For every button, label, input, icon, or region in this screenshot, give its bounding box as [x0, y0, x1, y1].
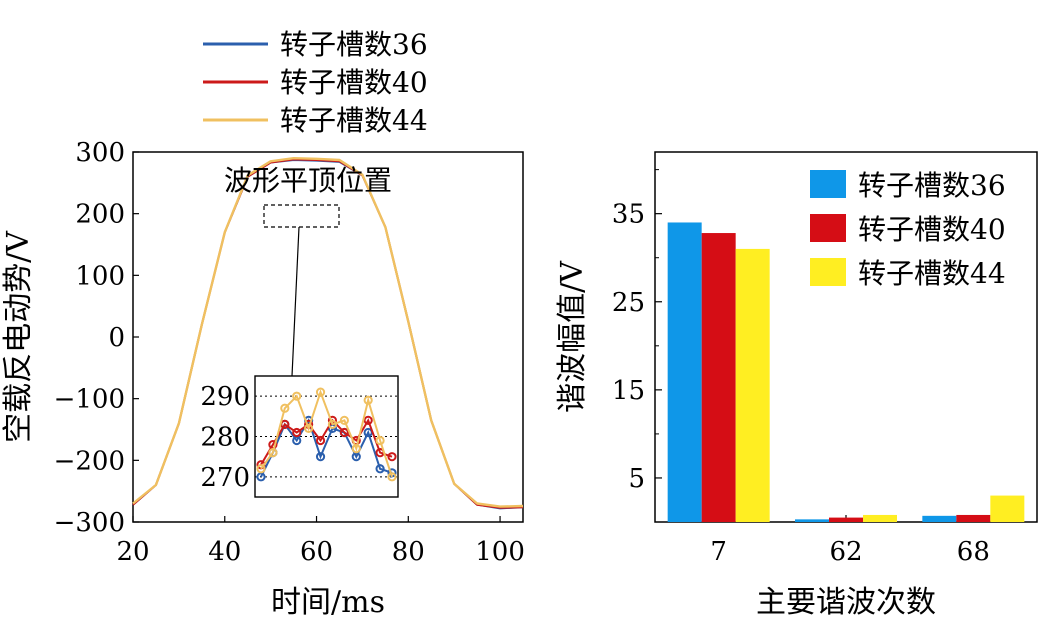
inset-point — [351, 444, 361, 454]
left-y-axis-label: 空载反电动势/V — [1, 230, 36, 443]
y-tick-label: −200 — [54, 446, 125, 476]
left-legend: 转子槽数36 转子槽数40 转子槽数44 — [203, 28, 428, 137]
y-tick-label: 5 — [628, 464, 645, 494]
inset-pointer-line — [291, 226, 300, 377]
inset-point — [387, 452, 397, 462]
inset-point — [256, 464, 266, 474]
inset-point — [339, 415, 349, 425]
legend-label-1: 转子槽数36 — [858, 169, 1006, 202]
right-y-axis-label: 谐波幅值/V — [555, 260, 590, 413]
bar-62-series-1 — [795, 519, 829, 522]
right-bars — [667, 222, 1025, 523]
x-tick-label: 60 — [300, 537, 333, 567]
y-tick-label: 0 — [108, 323, 125, 353]
inset-point — [315, 387, 326, 397]
legend-label-2: 转子槽数40 — [280, 66, 428, 99]
inset-point — [268, 448, 278, 458]
bar-68-series-1 — [922, 515, 957, 522]
legend-label-2: 转子槽数40 — [858, 213, 1006, 246]
inset-point — [292, 391, 302, 401]
inset-series-line-3 — [260, 389, 393, 478]
inset-point — [315, 435, 326, 446]
bar-68-series-2 — [956, 514, 991, 522]
left-series-lines — [132, 156, 524, 510]
y-tick-label: 15 — [612, 376, 645, 406]
bar-7-series-2 — [701, 233, 736, 523]
x-tick-label: 40 — [208, 537, 241, 567]
inset-point — [375, 435, 385, 446]
right-chart: 5 15 25 35 7 62 68 转子槽数36 转子槽数40 转子槽数44 主要谐波次数 谐… — [555, 151, 1038, 619]
y-tick-label: 25 — [612, 288, 645, 318]
right-axis-ticks: 5 15 25 35 7 62 68 — [612, 169, 990, 567]
y-tick-label: −300 — [54, 508, 125, 538]
inset-point — [339, 427, 349, 438]
inset-y-tick-label: 290 — [200, 382, 250, 412]
left-axis-ticks: 20 40 60 80 100 −300 −200 −100 0 100 200 300 — [54, 138, 525, 567]
x-tick-label: 20 — [116, 537, 149, 567]
inset-point — [363, 415, 373, 425]
bar-62-series-2 — [829, 517, 863, 522]
y-tick-label: −100 — [54, 385, 125, 415]
y-tick-label: 200 — [75, 200, 125, 230]
inset-point — [363, 395, 373, 405]
inset-zoom: 270 280 290 — [200, 375, 399, 498]
series-line-3 — [132, 156, 524, 508]
right-legend: 转子槽数36 转子槽数40 转子槽数44 — [810, 169, 1006, 290]
legend-swatch-1 — [810, 170, 846, 198]
legend-label-3: 转子槽数44 — [858, 257, 1006, 290]
legend-label-3: 转子槽数44 — [280, 104, 428, 137]
legend-swatch-3 — [810, 258, 846, 286]
bar-7-series-1 — [667, 222, 702, 522]
x-tick-label: 7 — [710, 537, 727, 567]
x-tick-label: 100 — [475, 537, 525, 567]
x-tick-label: 68 — [957, 537, 990, 567]
legend-label-1: 转子槽数36 — [280, 28, 428, 61]
right-x-axis-label: 主要谐波次数 — [756, 585, 936, 619]
bar-62-series-3 — [863, 514, 897, 522]
inset-point — [304, 423, 314, 434]
inset-point — [315, 452, 326, 462]
inset-point — [375, 464, 385, 474]
inset-y-tick-label: 280 — [200, 423, 250, 453]
left-annotation: 波形平顶位置 — [224, 164, 392, 197]
left-chart: 转子槽数36 转子槽数40 转子槽数44 20 40 60 80 100 −300 −200 −1… — [1, 28, 525, 619]
left-x-axis-label: 时间/ms — [271, 585, 385, 619]
x-tick-label: 62 — [829, 537, 862, 567]
legend-swatch-2 — [810, 214, 846, 242]
bar-7-series-3 — [735, 248, 770, 522]
flat-top-marker — [263, 204, 340, 228]
inset-point — [387, 472, 397, 482]
inset-point — [280, 403, 290, 413]
y-tick-label: 35 — [612, 200, 645, 230]
x-tick-label: 80 — [392, 537, 425, 567]
y-tick-label: 300 — [75, 138, 125, 168]
inset-point — [292, 427, 302, 438]
bar-68-series-3 — [990, 495, 1025, 522]
y-tick-label: 100 — [75, 261, 125, 291]
inset-y-tick-label: 270 — [200, 463, 250, 493]
inset-point — [327, 419, 338, 429]
